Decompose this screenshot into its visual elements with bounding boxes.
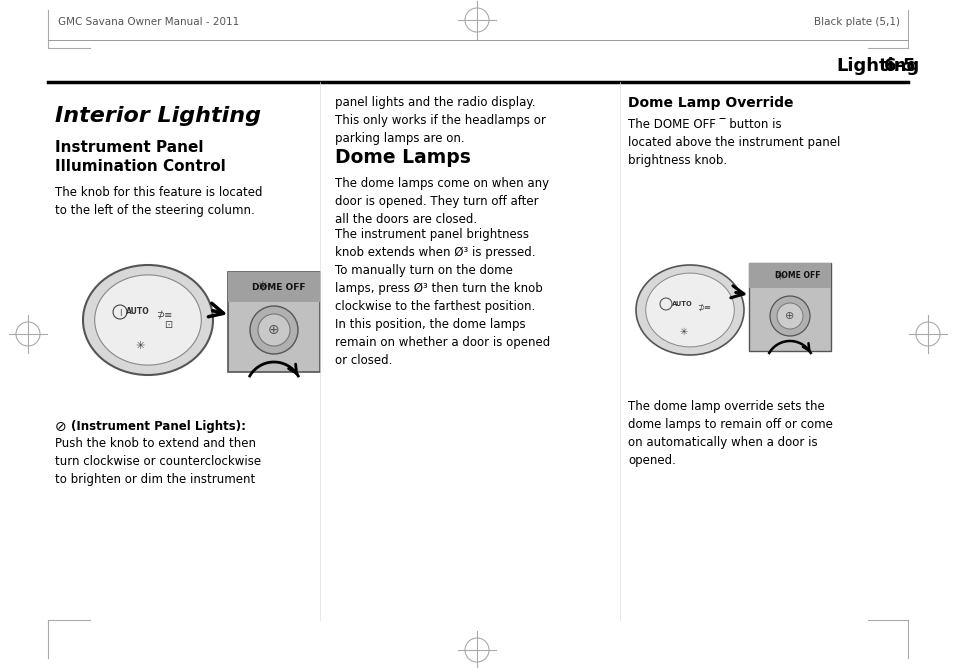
Circle shape <box>257 314 290 346</box>
Text: ✳: ✳ <box>256 280 268 294</box>
Text: GMC Savana Owner Manual - 2011: GMC Savana Owner Manual - 2011 <box>58 17 239 27</box>
Ellipse shape <box>645 273 734 347</box>
Text: ⊕: ⊕ <box>784 311 794 321</box>
FancyBboxPatch shape <box>748 263 830 351</box>
Text: The dome lamp override sets the
dome lamps to remain off or come
on automaticall: The dome lamp override sets the dome lam… <box>627 400 832 467</box>
Text: ✳: ✳ <box>135 341 145 351</box>
Text: ✳: ✳ <box>679 327 687 337</box>
Text: DOME OFF: DOME OFF <box>775 271 820 281</box>
Text: ⊕: ⊕ <box>268 323 279 337</box>
Text: Lighting: Lighting <box>835 57 919 75</box>
Text: Black plate (5,1): Black plate (5,1) <box>813 17 899 27</box>
Text: Dome Lamps: Dome Lamps <box>335 148 471 167</box>
Text: (Instrument Panel Lights):: (Instrument Panel Lights): <box>71 420 246 433</box>
Text: |: | <box>118 309 121 315</box>
Text: The DOME OFF ‾ button is
located above the instrument panel
brightness knob.: The DOME OFF ‾ button is located above t… <box>627 118 840 167</box>
Ellipse shape <box>94 275 201 365</box>
FancyBboxPatch shape <box>748 263 830 288</box>
Text: Push the knob to extend and then
turn clockwise or counterclockwise
to brighten : Push the knob to extend and then turn cl… <box>55 437 261 486</box>
Text: ⊅≡: ⊅≡ <box>697 303 710 311</box>
Text: The dome lamps come on when any
door is opened. They turn off after
all the door: The dome lamps come on when any door is … <box>335 177 549 226</box>
FancyBboxPatch shape <box>228 272 319 372</box>
Text: 6-5: 6-5 <box>882 57 915 75</box>
Text: panel lights and the radio display.
This only works if the headlamps or
parking : panel lights and the radio display. This… <box>335 96 545 145</box>
Ellipse shape <box>636 265 743 355</box>
Text: Dome Lamp Override: Dome Lamp Override <box>627 96 793 110</box>
Text: ⊅≡: ⊅≡ <box>155 310 172 320</box>
Circle shape <box>769 296 809 336</box>
Text: Interior Lighting: Interior Lighting <box>55 106 261 126</box>
Ellipse shape <box>83 265 213 375</box>
Text: Instrument Panel
Illumination Control: Instrument Panel Illumination Control <box>55 140 226 174</box>
Text: The knob for this feature is located
to the left of the steering column.: The knob for this feature is located to … <box>55 186 262 217</box>
Text: AUTO: AUTO <box>671 301 692 307</box>
Text: ⊘: ⊘ <box>55 420 67 434</box>
Circle shape <box>250 306 297 354</box>
Text: AUTO: AUTO <box>126 307 150 317</box>
Text: ⊡: ⊡ <box>164 320 172 330</box>
Text: ✳: ✳ <box>774 269 784 283</box>
FancyBboxPatch shape <box>228 272 319 302</box>
Circle shape <box>776 303 802 329</box>
Text: The instrument panel brightness
knob extends when Ø³ is pressed.
To manually tur: The instrument panel brightness knob ext… <box>335 228 550 367</box>
Text: DOME OFF: DOME OFF <box>252 283 305 291</box>
